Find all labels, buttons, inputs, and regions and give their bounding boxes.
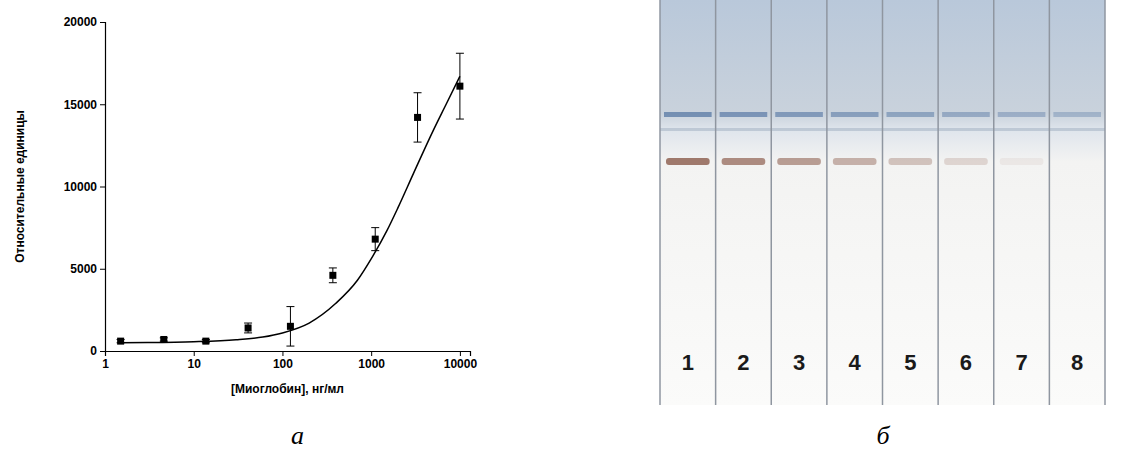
y-tick: 0 xyxy=(90,344,105,358)
x-tick: 1000 xyxy=(358,351,385,371)
strip-edge xyxy=(659,0,661,405)
x-tick: 100 xyxy=(273,351,293,371)
data-point xyxy=(456,83,463,90)
control-line xyxy=(1053,112,1101,117)
x-tick-mark xyxy=(460,351,461,356)
data-point xyxy=(329,272,336,279)
error-bar-cap xyxy=(244,332,252,333)
y-tick-mark xyxy=(100,104,105,105)
control-line xyxy=(887,112,935,117)
error-bar-cap xyxy=(456,119,464,120)
y-axis-title: Относительные единицы xyxy=(13,110,27,263)
error-bar xyxy=(244,323,252,333)
plot-marks xyxy=(117,53,464,346)
lane-number: 8 xyxy=(1071,350,1083,375)
error-bar-cap xyxy=(286,346,294,347)
panel-label: а xyxy=(291,421,304,450)
test-line xyxy=(777,158,821,165)
lane-number: 7 xyxy=(1015,350,1027,375)
lane-number: 2 xyxy=(737,350,749,375)
control-line xyxy=(775,112,823,117)
data-point xyxy=(117,338,124,345)
error-bar-cap xyxy=(371,227,379,228)
strip-edge xyxy=(826,0,828,405)
y-tick-label: 5000 xyxy=(70,262,97,276)
y-tick-label: 0 xyxy=(90,344,97,358)
x-tick: 10000 xyxy=(444,351,478,371)
y-tick-mark xyxy=(100,351,105,352)
strip-photo: 1 2 3 4 5 6 7 8 xyxy=(660,0,1105,405)
error-bar xyxy=(456,53,464,119)
test-line xyxy=(889,158,933,165)
strip-edge xyxy=(1049,0,1051,405)
y-tick-label: 15000 xyxy=(64,98,98,112)
control-line xyxy=(831,112,879,117)
y-tick-mark xyxy=(100,269,105,270)
lane-number: 5 xyxy=(904,350,916,375)
y-tick: 15000 xyxy=(64,98,105,112)
x-tick-mark xyxy=(282,351,283,356)
y-axis-line xyxy=(100,23,106,352)
x-tick: 1 xyxy=(102,351,109,371)
y-tick: 10000 xyxy=(64,180,105,194)
x-axis-line xyxy=(106,352,471,357)
strip-edge xyxy=(1104,0,1106,405)
error-bar xyxy=(286,307,294,346)
strip-edge xyxy=(715,0,717,405)
error-bar xyxy=(414,93,422,142)
data-point xyxy=(372,236,379,243)
data-point xyxy=(287,323,294,330)
error-bar-cap xyxy=(329,282,337,283)
test-line xyxy=(666,158,710,165)
control-line xyxy=(664,112,712,117)
error-bar xyxy=(329,268,337,283)
error-bar-cap xyxy=(244,323,252,324)
lane-number: 4 xyxy=(849,350,862,375)
control-line xyxy=(998,112,1046,117)
scatter-series xyxy=(117,53,464,346)
y-tick-mark xyxy=(100,22,105,23)
y-tick-label: 10000 xyxy=(64,180,98,194)
x-tick-label: 100 xyxy=(273,357,293,371)
test-line xyxy=(1000,158,1044,165)
test-line xyxy=(944,158,988,165)
x-tick-label: 1 xyxy=(102,357,109,371)
strip-edge xyxy=(937,0,939,405)
fit-curve xyxy=(121,76,460,342)
lane-number: 3 xyxy=(793,350,805,375)
y-tick-label: 20000 xyxy=(64,15,98,29)
strip-edge xyxy=(882,0,884,405)
x-tick-mark xyxy=(194,351,195,356)
data-point xyxy=(414,114,421,121)
y-tick: 5000 xyxy=(70,262,105,276)
y-tick: 20000 xyxy=(64,15,105,29)
x-tick-mark xyxy=(371,351,372,356)
strip-edge xyxy=(993,0,995,405)
error-bar-cap xyxy=(414,142,422,143)
test-line xyxy=(833,158,877,165)
x-axis: 1 10 100 1000 10000 xyxy=(102,351,477,371)
lane-number: 1 xyxy=(682,350,694,375)
strip-edge xyxy=(771,0,773,405)
x-axis-title: [Миоглобин], нг/мл xyxy=(231,382,344,396)
x-tick-label: 1000 xyxy=(358,357,385,371)
control-line xyxy=(720,112,768,117)
panel-label: б xyxy=(876,421,890,450)
x-tick-label: 10000 xyxy=(444,357,478,371)
y-axis: 0 5000 10000 15000 20000 xyxy=(64,15,106,358)
error-bar-cap xyxy=(286,306,294,307)
error-bar-cap xyxy=(456,53,464,54)
photo-background xyxy=(660,0,1105,405)
error-bar-cap xyxy=(329,267,337,268)
control-line xyxy=(942,112,990,117)
data-point xyxy=(245,324,252,331)
y-tick-mark xyxy=(100,187,105,188)
figure: 1 10 100 1000 10000 0 5000 10000 15000 20000 [Миог… xyxy=(0,0,1138,459)
lane-number: 6 xyxy=(960,350,972,375)
x-tick-label: 10 xyxy=(188,357,202,371)
x-tick: 10 xyxy=(188,351,202,371)
test-line xyxy=(722,158,766,165)
error-bar-cap xyxy=(414,92,422,93)
